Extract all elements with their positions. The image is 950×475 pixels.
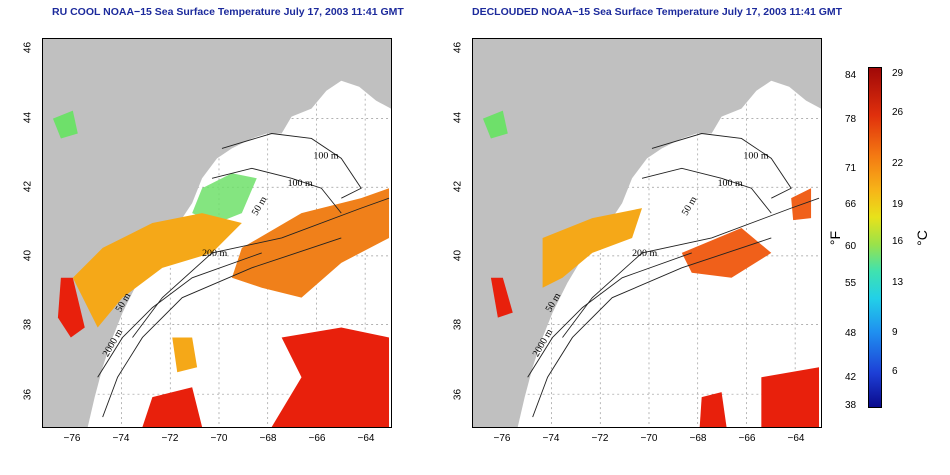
- y-tick: 46: [452, 41, 464, 54]
- c-label: 26: [892, 107, 904, 118]
- f-label: 71: [845, 163, 857, 174]
- celsius-unit-label: °C: [913, 230, 930, 246]
- y-tick: 42: [22, 180, 34, 193]
- sst-mid-shelf: [542, 208, 643, 288]
- f-label: 84: [845, 70, 857, 81]
- y-tick: 44: [452, 111, 464, 124]
- x-tick: −66: [738, 433, 756, 444]
- sst-cool-shelf: [192, 173, 257, 224]
- y-tick: 36: [22, 388, 34, 401]
- fahrenheit-unit-label: °F: [827, 230, 844, 246]
- y-tick: 44: [22, 111, 34, 124]
- c-label: 6: [892, 366, 898, 377]
- c-label: 19: [892, 199, 904, 210]
- x-tick: −64: [787, 433, 805, 444]
- f-label: 60: [845, 241, 857, 252]
- bathymetry-contours: [527, 133, 820, 418]
- c-label: 29: [892, 68, 904, 79]
- f-label: 55: [845, 278, 857, 289]
- land-mass: [43, 39, 391, 427]
- sst-warm-coast: [490, 277, 513, 318]
- sst-cool-patch: [52, 110, 78, 139]
- contour-label: 100 m: [288, 178, 313, 189]
- sst-warm-south: [271, 327, 390, 427]
- sst-warm-slope: [231, 188, 390, 298]
- left-map-panel: 100 m 100 m 50 m 200 m 50 m 2000 m: [42, 38, 392, 428]
- bathymetry-contours: [97, 133, 390, 418]
- x-tick: −74: [112, 433, 130, 444]
- right-map-title: DECLOUDED NOAA−15 Sea Surface Temperatur…: [472, 6, 843, 18]
- f-label: 38: [845, 400, 857, 411]
- sst-warm-coast: [57, 277, 85, 338]
- c-label: 9: [892, 327, 898, 338]
- contour-label: 100 m: [313, 150, 338, 161]
- right-sst-map: 100 m 100 m 50 m 200 m 50 m 2000 m: [472, 38, 822, 428]
- left-map-title: RU COOL NOAA−15 Sea Surface Temperature …: [52, 6, 404, 18]
- x-tick: −70: [640, 433, 658, 444]
- contour-label: 100 m: [718, 178, 743, 189]
- sst-warm-south-west: [699, 392, 727, 427]
- f-label: 48: [845, 328, 857, 339]
- x-tick: −72: [591, 433, 609, 444]
- left-sst-map: 100 m 100 m 50 m 200 m 50 m 2000 m: [42, 38, 392, 428]
- contour-label: 50 m: [680, 194, 700, 217]
- sst-cool-patch: [482, 110, 508, 139]
- land-mass: [473, 39, 821, 427]
- sst-mid-patch: [172, 337, 198, 373]
- c-label: 13: [892, 277, 904, 288]
- x-tick: −68: [259, 433, 277, 444]
- x-tick: −64: [357, 433, 375, 444]
- x-tick: −74: [542, 433, 560, 444]
- y-tick: 40: [22, 249, 34, 262]
- f-label: 66: [845, 199, 857, 210]
- contour-label: 200 m: [632, 248, 657, 259]
- y-tick: 42: [452, 180, 464, 193]
- f-label: 42: [845, 372, 857, 383]
- f-label: 78: [845, 114, 857, 125]
- y-tick: 38: [22, 318, 34, 331]
- x-tick: −76: [493, 433, 511, 444]
- x-tick: −72: [161, 433, 179, 444]
- c-label: 22: [892, 158, 904, 169]
- y-tick: 46: [22, 41, 34, 54]
- y-tick: 40: [452, 249, 464, 262]
- x-tick: −68: [689, 433, 707, 444]
- c-label: 16: [892, 236, 904, 247]
- right-map-panel: 100 m 100 m 50 m 200 m 50 m 2000 m: [472, 38, 822, 428]
- contour-label: 100 m: [743, 150, 768, 161]
- temperature-colorbar: [868, 67, 882, 408]
- contour-label: 50 m: [250, 194, 270, 217]
- y-tick: 36: [452, 388, 464, 401]
- sst-warm-south-west: [142, 387, 203, 427]
- contour-label: 200 m: [202, 248, 227, 259]
- sst-mid-shelf: [72, 213, 242, 328]
- y-tick: 38: [452, 318, 464, 331]
- sst-warm-south: [761, 367, 820, 427]
- x-tick: −70: [210, 433, 228, 444]
- x-tick: −76: [63, 433, 81, 444]
- x-tick: −66: [308, 433, 326, 444]
